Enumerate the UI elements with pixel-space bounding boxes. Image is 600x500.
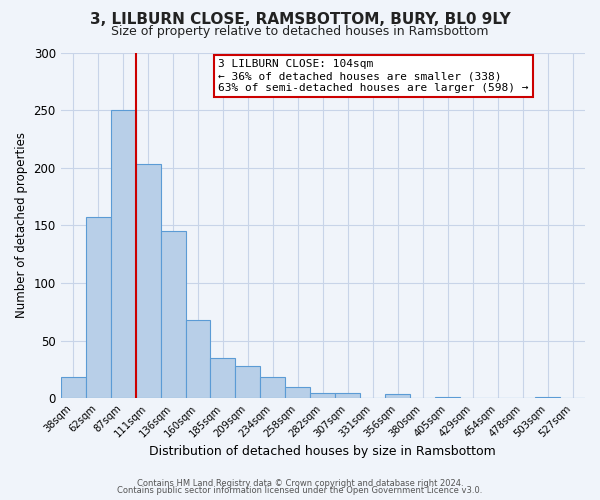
Bar bbox=[185, 320, 211, 398]
Y-axis label: Number of detached properties: Number of detached properties bbox=[15, 132, 28, 318]
Bar bbox=[61, 376, 86, 398]
Bar bbox=[335, 392, 360, 398]
Bar bbox=[110, 110, 136, 399]
Bar bbox=[385, 394, 410, 398]
Text: Contains HM Land Registry data © Crown copyright and database right 2024.: Contains HM Land Registry data © Crown c… bbox=[137, 478, 463, 488]
Bar bbox=[310, 392, 335, 398]
X-axis label: Distribution of detached houses by size in Ramsbottom: Distribution of detached houses by size … bbox=[149, 444, 496, 458]
Text: 3, LILBURN CLOSE, RAMSBOTTOM, BURY, BL0 9LY: 3, LILBURN CLOSE, RAMSBOTTOM, BURY, BL0 … bbox=[89, 12, 511, 28]
Text: 3 LILBURN CLOSE: 104sqm
← 36% of detached houses are smaller (338)
63% of semi-d: 3 LILBURN CLOSE: 104sqm ← 36% of detache… bbox=[218, 60, 529, 92]
Text: Size of property relative to detached houses in Ramsbottom: Size of property relative to detached ho… bbox=[111, 25, 489, 38]
Bar bbox=[260, 376, 286, 398]
Text: Contains public sector information licensed under the Open Government Licence v3: Contains public sector information licen… bbox=[118, 486, 482, 495]
Bar bbox=[211, 358, 235, 399]
Bar bbox=[86, 218, 110, 398]
Bar bbox=[161, 231, 185, 398]
Bar bbox=[286, 387, 310, 398]
Bar bbox=[235, 366, 260, 398]
Bar bbox=[136, 164, 161, 398]
